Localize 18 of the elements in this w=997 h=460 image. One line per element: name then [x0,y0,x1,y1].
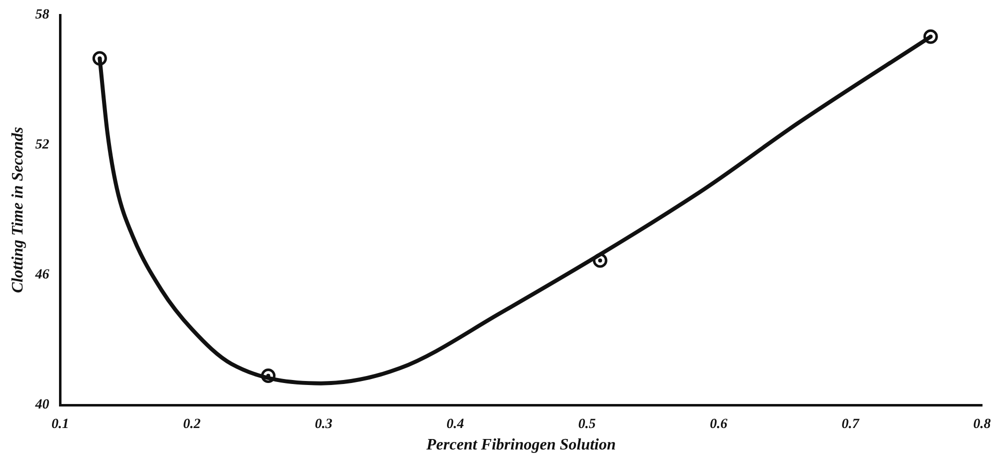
point [923,29,938,44]
x-tick-label: 0.4 [446,417,464,432]
x-tick-label: 0.2 [183,417,201,432]
y-axis-title: Clotting Time in Seconds [10,126,27,294]
x-tick-label: 0.5 [578,417,596,432]
x-tick-label: 0.8 [973,417,991,432]
x-tick-label: 0.6 [710,417,728,432]
y-tick-label: 58 [35,8,50,23]
y-tick-label: 46 [34,268,50,283]
x-tick-label: 0.7 [842,417,860,432]
x-tick-label: 0.3 [314,417,332,432]
point [592,253,608,268]
point [261,368,276,383]
x-tick-label: 0.1 [51,417,69,432]
y-tick-label: 40 [34,398,50,413]
y-tick-label: 52 [35,138,50,153]
point [92,51,107,66]
x-axis-title: Percent Fibrinogen Solution [425,436,616,454]
